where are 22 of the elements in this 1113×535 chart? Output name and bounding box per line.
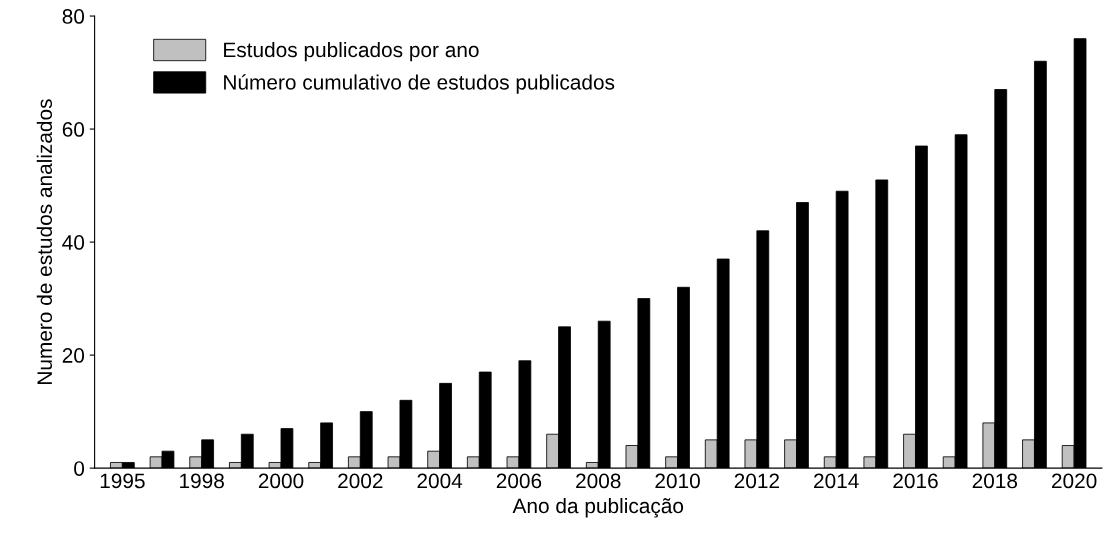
y-tick-label: 60: [62, 122, 85, 137]
y-tick-label: 20: [62, 348, 85, 363]
x-tick-label: 2012: [734, 473, 779, 489]
x-tick-label: 2004: [417, 473, 463, 489]
x-tick-label: 2014: [814, 473, 859, 489]
x-tick-label: 2008: [576, 473, 621, 489]
x-tick-label: 1998: [180, 473, 224, 489]
x-tick-label: 2010: [655, 473, 700, 489]
x-tick-label: 2000: [258, 473, 304, 489]
x-axis-title: Ano da publicação: [512, 497, 684, 518]
y-tick-label: 80: [62, 9, 85, 24]
legend-label: Número cumulativo de estudos publicados: [224, 74, 615, 94]
y-tick-label: 40: [62, 235, 85, 250]
y-axis-title: Numero de estudos analizados: [36, 99, 53, 384]
x-tick-label: 2016: [893, 473, 938, 489]
legend-label: Estudos publicados por ano: [224, 41, 479, 62]
x-tick-label: 2006: [496, 473, 542, 489]
x-tick-label: 2002: [338, 473, 383, 489]
y-tick-label: 0: [74, 461, 85, 476]
x-tick-label: 2020: [1051, 473, 1097, 489]
x-tick-label: 2018: [972, 473, 1018, 489]
x-tick-label: 1995: [100, 473, 145, 489]
